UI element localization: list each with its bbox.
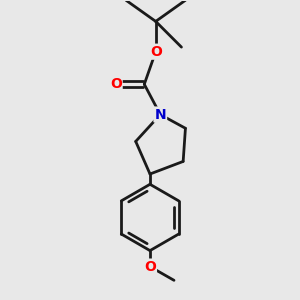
Text: N: N (154, 108, 166, 122)
Text: O: O (144, 260, 156, 274)
Text: O: O (110, 77, 122, 91)
Text: O: O (150, 45, 162, 59)
